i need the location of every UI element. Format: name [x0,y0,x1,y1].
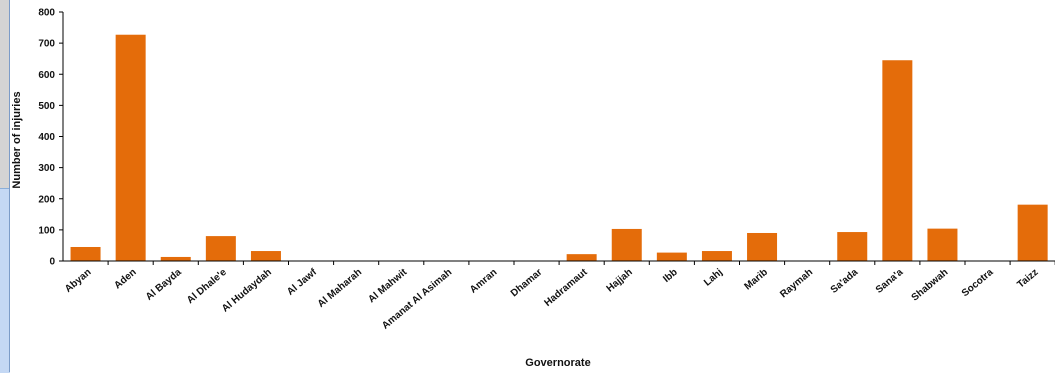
y-tick-label: 700 [38,39,55,50]
bar [70,246,101,261]
y-tick-label: 600 [38,70,55,81]
x-tick-label: Hajjah [605,267,635,295]
y-tick-label: 500 [38,101,55,112]
bar [882,60,913,262]
x-tick-label: Sa'ada [829,267,861,296]
bar [250,251,281,261]
y-tick-label: 800 [38,8,55,19]
x-tick-label: Marib [742,267,770,293]
y-tick-label: 400 [38,132,55,143]
x-tick-label: Shabwah [910,267,951,304]
bar [656,252,687,261]
bar [611,228,642,261]
y-tick-label: 100 [38,225,55,236]
y-tick-label: 0 [49,257,55,268]
x-tick-label: Sana'a [874,267,906,296]
background-window-pane [0,188,10,373]
x-axis-ticks: Abyan Aden Al Bayda Al Dhale'eAl Hudaydah Al… [63,261,1055,332]
x-axis-title: Governorate [525,357,590,369]
x-tick-label: Socotra [960,267,996,300]
y-axis-title: Number of injuries [11,91,23,188]
background-window-edge [0,0,10,373]
bars [70,34,1048,262]
x-tick-label: Raymah [778,267,815,300]
bar [837,232,868,261]
x-tick-label: Amran [468,267,499,296]
bar [205,236,236,261]
x-tick-label: Al Jawf [285,266,319,297]
y-tick-label: 200 [38,194,55,205]
y-axis-ticks: 0 100 200 300 400 500 600 700 800 [38,8,63,268]
bar [1017,204,1048,261]
x-tick-label: Aden [112,267,138,291]
bar [701,251,732,261]
bar [927,228,958,261]
x-tick-label: Ibb [661,267,680,285]
x-tick-label: Al Maharah [316,267,364,310]
x-tick-label: Dhamar [509,267,545,299]
x-tick-label: Taizz [1015,267,1040,291]
bar [566,254,597,261]
bar [747,232,778,261]
x-tick-label: Al Dhale'e [185,267,229,307]
x-tick-label: Al Mahwit [366,266,409,305]
x-tick-label: Al Bayda [144,267,184,303]
x-tick-label: Lahj [702,267,725,289]
bar [115,34,146,261]
background-window-border [9,0,10,372]
x-tick-label: Al Hudaydah [220,267,274,315]
y-tick-label: 300 [38,163,55,174]
bar [160,256,191,261]
x-tick-label: Hadramaut [542,266,590,308]
x-tick-label: Abyan [63,267,93,295]
background-window-panel [0,0,10,188]
